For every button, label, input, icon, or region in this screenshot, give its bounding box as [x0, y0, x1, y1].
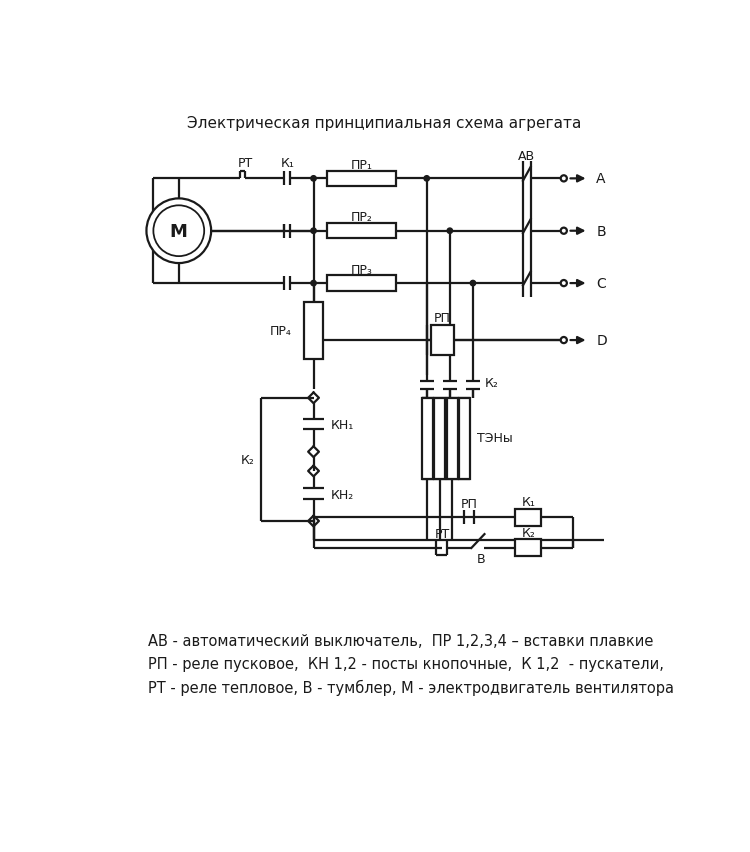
- Text: РП: РП: [460, 498, 478, 510]
- Circle shape: [146, 199, 211, 264]
- Text: D: D: [596, 334, 607, 348]
- Text: РТ: РТ: [434, 527, 450, 540]
- Text: В: В: [596, 224, 606, 239]
- Bar: [327, 171, 396, 187]
- Text: КН₂: КН₂: [331, 488, 354, 501]
- Text: М: М: [170, 222, 188, 240]
- Text: РТ - реле тепловое, В - тумблер, М - электродвигатель вентилятора: РТ - реле тепловое, В - тумблер, М - эле…: [148, 679, 674, 695]
- Circle shape: [310, 228, 316, 234]
- Text: ТЭНы: ТЭНы: [477, 432, 512, 445]
- Text: ПР₃: ПР₃: [350, 263, 372, 276]
- Bar: [515, 540, 541, 556]
- Bar: [459, 399, 470, 479]
- Text: К₂: К₂: [484, 377, 498, 389]
- Bar: [304, 302, 322, 360]
- Text: РТ: РТ: [238, 158, 253, 170]
- Circle shape: [310, 281, 316, 286]
- Text: К₁: К₁: [280, 158, 294, 170]
- Text: ПР₄: ПР₄: [270, 324, 292, 337]
- Text: К₂: К₂: [242, 453, 255, 466]
- Circle shape: [561, 176, 567, 182]
- Bar: [327, 276, 396, 291]
- Bar: [430, 326, 454, 355]
- Text: А: А: [596, 172, 606, 186]
- Text: ПР₁: ПР₁: [350, 158, 372, 172]
- Bar: [327, 224, 396, 239]
- Circle shape: [310, 176, 316, 181]
- Circle shape: [154, 206, 204, 256]
- Bar: [515, 509, 541, 526]
- Text: К₂: К₂: [521, 527, 536, 539]
- Circle shape: [424, 176, 430, 181]
- Bar: [422, 399, 433, 479]
- Text: К₁: К₁: [521, 496, 536, 509]
- Bar: [447, 399, 458, 479]
- Circle shape: [561, 228, 567, 234]
- Text: В: В: [476, 553, 485, 566]
- Text: С: С: [596, 277, 606, 291]
- Text: РП: РП: [433, 312, 451, 325]
- Text: АВ - автоматический выключатель,  ПР 1,2,3,4 – вставки плавкие: АВ - автоматический выключатель, ПР 1,2,…: [148, 633, 653, 648]
- Circle shape: [470, 281, 476, 286]
- Bar: [434, 399, 445, 479]
- Text: АВ: АВ: [518, 150, 536, 163]
- Text: РП - реле пусковое,  КН 1,2 - посты кнопочные,  К 1,2  - пускатели,: РП - реле пусковое, КН 1,2 - посты кнопо…: [148, 656, 664, 671]
- Text: Электрическая принципиальная схема агрегата: Электрическая принципиальная схема агрег…: [188, 116, 581, 131]
- Circle shape: [561, 280, 567, 287]
- Text: ПР₂: ПР₂: [350, 211, 372, 224]
- Circle shape: [561, 337, 567, 343]
- Circle shape: [447, 228, 452, 234]
- Text: КН₁: КН₁: [331, 419, 354, 432]
